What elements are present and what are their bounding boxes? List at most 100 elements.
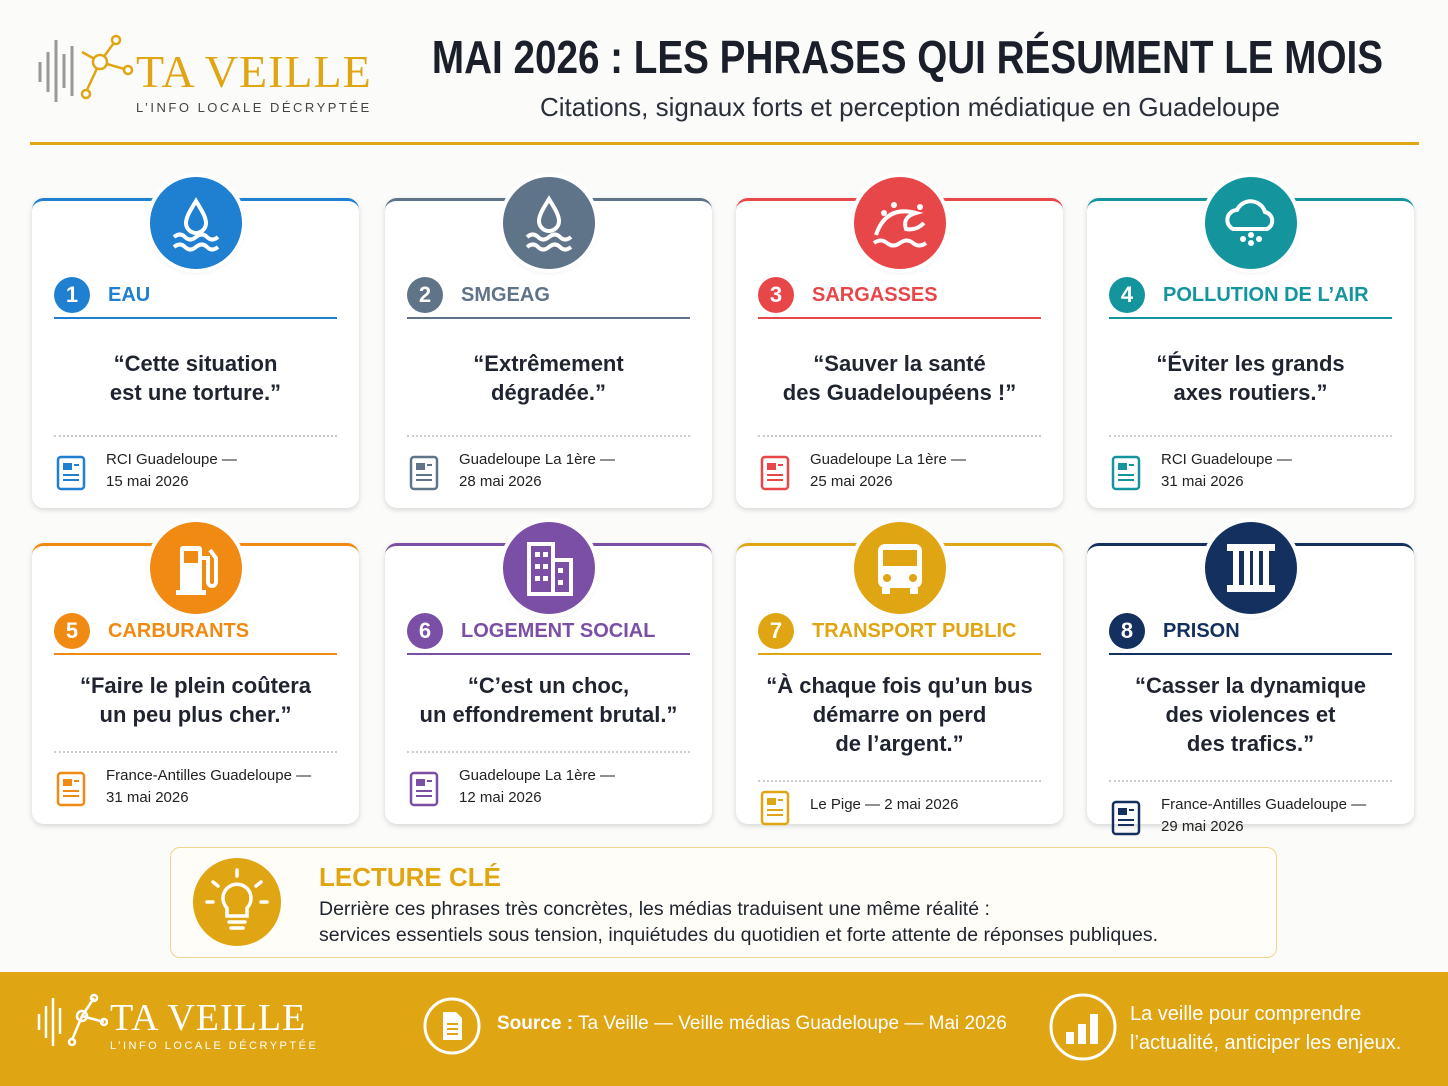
quote-line: “À chaque fois qu’un bus: [766, 673, 1033, 698]
card-dots: [758, 780, 1041, 782]
card-dots: [407, 751, 690, 753]
quote-line: des violences et: [1165, 702, 1336, 727]
doc-glyph: [760, 455, 790, 491]
quote-line: “Cette situation: [113, 351, 278, 376]
card-icon: [149, 177, 242, 269]
card-rule: [1109, 317, 1392, 319]
card-rule: [758, 653, 1041, 655]
card-quote: “Faire le plein coûtera un peu plus cher.…: [42, 671, 349, 729]
doc-glyph: [1111, 800, 1141, 836]
key-reading: LECTURE CLÉ Derrière ces phrases très co…: [170, 847, 1277, 958]
logo-icon: [38, 34, 134, 102]
quote-line: démarre on perd: [812, 702, 987, 727]
footer-brand: TA VEILLE: [110, 997, 307, 1039]
card: 7 TRANSPORT PUBLIC “À chaque fois qu’un bu…: [736, 522, 1063, 826]
card-number: 3: [758, 277, 794, 313]
card-rule: [407, 317, 690, 319]
card-quote: “C’est un choc, un effondrement brutal.”: [395, 671, 702, 729]
card-label: TRANSPORT PUBLIC: [812, 620, 1017, 642]
quote-line: un effondrement brutal.”: [419, 702, 678, 727]
quote-line: “Extrêmement: [473, 351, 624, 376]
quote-line: “Faire le plein coûtera: [79, 673, 312, 698]
source-icon: [409, 455, 439, 496]
source-line: Guadeloupe La 1ère —: [459, 767, 615, 784]
card-dots: [407, 435, 690, 437]
card-quote: “Casser la dynamique des violences et des …: [1097, 671, 1404, 758]
quote-line: des trafics.”: [1186, 731, 1315, 756]
card-source: Guadeloupe La 1ère — 28 mai 2026: [459, 449, 615, 493]
divider: [30, 142, 1419, 145]
card-source: RCI Guadeloupe — 15 mai 2026: [106, 449, 237, 493]
source-text: Ta Veille — Veille médias Guadeloupe — M…: [577, 1013, 1007, 1034]
card: 2 SMGEAG “Extrêmement dégradée.” Guadeloupe …: [385, 177, 712, 508]
card-label: SARGASSES: [812, 284, 938, 306]
icon-glyph: [1226, 544, 1275, 592]
footer: TA VEILLE L’INFO LOCALE DÉCRYPTÉE Source…: [0, 972, 1448, 1086]
source-icon: [56, 455, 86, 496]
key-line: services essentiels sous tension, inquié…: [319, 924, 1159, 946]
card-quote: “Cette situation est une torture.”: [42, 349, 349, 407]
tagline: L’INFO LOCALE DÉCRYPTÉE: [136, 100, 372, 115]
card-number: 1: [54, 277, 90, 313]
source-line: 15 mai 2026: [106, 473, 189, 490]
card-icon: [502, 522, 595, 614]
doc-glyph: [409, 455, 439, 491]
quote-line: “Sauver la santé: [813, 351, 986, 376]
bulb-icon: [193, 858, 281, 946]
quote-line: “C’est un choc,: [467, 673, 630, 698]
footer-tagline: L’INFO LOCALE DÉCRYPTÉE: [110, 1040, 319, 1052]
card-rule: [407, 653, 690, 655]
card-label: EAU: [108, 284, 151, 306]
card-icon: [853, 177, 946, 269]
card-source: France-Antilles Guadeloupe — 29 mai 2026: [1161, 794, 1366, 838]
doc-glyph: [760, 790, 790, 826]
title: MAI 2026 : LES PHRASES QUI RÉSUMENT LE M…: [431, 31, 1384, 83]
source-icon: [760, 455, 790, 496]
source-line: 28 mai 2026: [459, 473, 542, 490]
source-line: Le Pige — 2 mai 2026: [810, 796, 959, 813]
source-line: 29 mai 2026: [1161, 818, 1244, 835]
footer-source: Source : Ta Veille — Veille médias Guade…: [497, 1013, 1007, 1035]
icon-glyph: [526, 542, 573, 596]
card-source: France-Antilles Guadeloupe — 31 mai 2026: [106, 765, 311, 809]
card-dots: [54, 751, 337, 753]
doc-glyph: [1111, 455, 1141, 491]
quote-line: dégradée.”: [491, 380, 606, 405]
card-number: 2: [407, 277, 443, 313]
source-line: 31 mai 2026: [1161, 473, 1244, 490]
card-number: 5: [54, 613, 90, 649]
chart-icon: [1049, 993, 1117, 1061]
card: 4 POLLUTION DE L’AIR “Éviter les grands axe…: [1087, 177, 1414, 508]
source-line: France-Antilles Guadeloupe —: [106, 767, 312, 784]
icon-glyph: [1224, 199, 1274, 246]
icon-glyph: [525, 195, 572, 252]
footer-logo-icon: [37, 993, 108, 1047]
card-rule: [1109, 653, 1392, 655]
card-rule: [54, 317, 337, 319]
source-icon: [423, 997, 481, 1055]
slogan-line: La veille pour comprendre: [1130, 1003, 1362, 1025]
source-icon: [56, 771, 86, 812]
card: 5 CARBURANTS “Faire le plein coûtera un peu…: [32, 522, 359, 824]
card: 6 LOGEMENT SOCIAL “C’est un choc, un effond…: [385, 522, 712, 824]
card-dots: [758, 435, 1041, 437]
source-line: RCI Guadeloupe —: [1161, 451, 1292, 468]
card-dots: [1109, 435, 1392, 437]
source-icon: [1111, 800, 1141, 841]
quote-line: “Éviter les grands: [1156, 351, 1345, 376]
source-icon: [760, 790, 790, 831]
card-number: 8: [1109, 613, 1145, 649]
card-number: 4: [1109, 277, 1145, 313]
slogan: La veille pour comprendre l’actualité, a…: [1130, 1000, 1401, 1058]
card-icon: [502, 177, 595, 269]
quote-line: de l’argent.”: [835, 731, 964, 756]
doc-glyph: [56, 455, 86, 491]
card-number: 7: [758, 613, 794, 649]
source-line: France-Antilles Guadeloupe —: [1161, 796, 1367, 813]
subtitle: Citations, signaux forts et perception m…: [539, 92, 1281, 122]
brand: TA VEILLE: [136, 46, 372, 97]
card-label: SMGEAG: [461, 284, 550, 306]
card-number: 6: [407, 613, 443, 649]
source-line: Guadeloupe La 1ère —: [459, 451, 615, 468]
